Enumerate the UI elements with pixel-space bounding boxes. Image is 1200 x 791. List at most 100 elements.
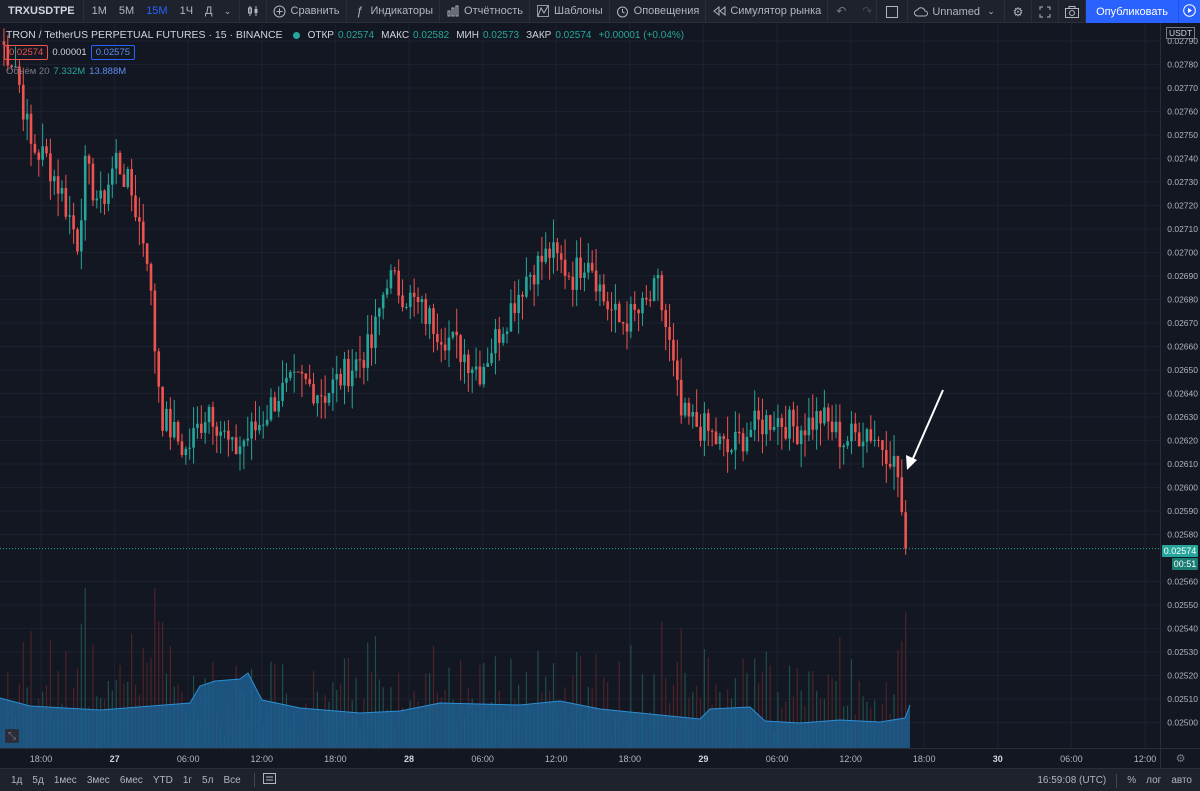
goto-date-button[interactable] bbox=[262, 773, 276, 787]
candle-body bbox=[497, 329, 501, 343]
candle-body bbox=[455, 331, 459, 336]
candle-body bbox=[358, 359, 362, 361]
redo-button[interactable]: ↷ bbox=[854, 0, 880, 23]
volume-bar bbox=[80, 623, 82, 748]
candle-body bbox=[788, 409, 791, 439]
legend-title[interactable]: TRON / TetherUS PERPETUAL FUTURES · 15 ·… bbox=[6, 29, 283, 41]
volume-bar bbox=[788, 665, 791, 748]
candle-body bbox=[83, 155, 87, 221]
buy-button[interactable]: 0.02575 bbox=[90, 45, 136, 60]
candle-body bbox=[795, 426, 799, 445]
function-icon: ƒ bbox=[356, 4, 363, 18]
alerts-button[interactable]: Оповещения bbox=[610, 0, 707, 23]
candle-body bbox=[99, 190, 102, 199]
candle-body bbox=[521, 294, 524, 297]
candle-body bbox=[676, 360, 679, 380]
timeframe-Д[interactable]: Д bbox=[205, 5, 213, 17]
annotation-arrow-shaft[interactable] bbox=[910, 389, 944, 464]
candle-body bbox=[60, 188, 64, 194]
volume-bar bbox=[579, 656, 582, 748]
candle-body bbox=[72, 215, 75, 230]
range-Все[interactable]: Все bbox=[223, 774, 241, 786]
collapse-pane-button[interactable]: ⤡ bbox=[5, 729, 19, 743]
fullscreen-icon bbox=[1038, 5, 1052, 19]
log-toggle[interactable]: лог bbox=[1146, 775, 1162, 786]
price-tick-label: 0.02530 bbox=[1167, 647, 1198, 657]
candle-body bbox=[687, 402, 691, 417]
price-scale: 0.02790 0.02780 0.02770 0.02760 0.02750 0.027… bbox=[1167, 36, 1198, 728]
sell-button[interactable]: 0.02574 bbox=[4, 45, 49, 60]
axis-settings-corner[interactable]: ⚙ bbox=[1160, 748, 1200, 768]
candle-body bbox=[339, 373, 342, 386]
timeframe-1М[interactable]: 1М bbox=[91, 5, 107, 17]
utc-clock[interactable]: 16:59:08 (UTC) bbox=[1037, 775, 1107, 786]
timeframe-5М[interactable]: 5М bbox=[118, 5, 135, 17]
range-YTD[interactable]: YTD bbox=[152, 774, 173, 786]
candle-body bbox=[861, 441, 865, 447]
volume-legend[interactable]: Объём 20 7.332M 13.888M bbox=[6, 66, 126, 77]
publish-button[interactable]: Опубликовать bbox=[1086, 0, 1178, 23]
undo-button[interactable]: ↶ bbox=[828, 0, 854, 23]
time-tick-label: 18:00 bbox=[619, 754, 642, 764]
play-button[interactable] bbox=[1178, 0, 1200, 23]
settings-button[interactable]: ⚙ bbox=[1005, 0, 1033, 23]
time-axis[interactable]: 18:00 27 06:00 12:00 18:00 28 06:00 12:00 18:00 2… bbox=[0, 748, 1160, 768]
symbol-search[interactable]: TRXUSDTPE bbox=[0, 0, 84, 23]
range-3мес[interactable]: 3мес bbox=[86, 774, 110, 786]
candle-body bbox=[401, 295, 404, 308]
chevron-down-icon[interactable]: ⌄ bbox=[223, 5, 232, 16]
currency-tag[interactable]: USDT bbox=[1166, 27, 1196, 39]
candle-body bbox=[230, 437, 234, 440]
price-axis[interactable]: 0.02790 0.02780 0.02770 0.02760 0.02750 0.027… bbox=[1160, 23, 1200, 748]
range-6мес[interactable]: 6мес bbox=[119, 774, 143, 786]
candle-body bbox=[18, 66, 21, 85]
candle-body bbox=[888, 463, 892, 467]
candle-body bbox=[265, 419, 269, 425]
candle-body bbox=[768, 415, 772, 430]
timeframe-15М[interactable]: 15М bbox=[146, 5, 168, 17]
volume-bar bbox=[618, 661, 620, 748]
time-tick-label: 18:00 bbox=[324, 754, 347, 764]
candle-body bbox=[145, 243, 149, 264]
chart-type-button[interactable] bbox=[240, 0, 267, 23]
candle-body bbox=[668, 326, 671, 340]
volume-bar bbox=[761, 671, 764, 748]
templates-button[interactable]: Шаблоны bbox=[530, 0, 610, 23]
auto-toggle[interactable]: авто bbox=[1171, 775, 1192, 786]
candle-body bbox=[714, 431, 718, 445]
reports-button[interactable]: Отчётность bbox=[440, 0, 530, 23]
range-1мес[interactable]: 1мес bbox=[53, 774, 77, 786]
timeframe-1Ч[interactable]: 1Ч bbox=[179, 5, 194, 17]
candle-body bbox=[277, 401, 281, 412]
range-5д[interactable]: 5д bbox=[32, 774, 44, 786]
annotation-arrow-head[interactable] bbox=[906, 455, 917, 470]
chart-pane[interactable] bbox=[0, 23, 1160, 748]
candle-body bbox=[169, 408, 172, 438]
range-1г[interactable]: 1г bbox=[182, 774, 193, 786]
candle-body bbox=[95, 198, 99, 201]
candle-body bbox=[273, 397, 277, 412]
layout-toggle-button[interactable] bbox=[876, 0, 909, 23]
candle-body bbox=[470, 369, 474, 373]
replay-button[interactable]: Симулятор рынка bbox=[706, 0, 829, 23]
candle-body bbox=[552, 242, 555, 258]
chevron-down-icon: ⌄ bbox=[987, 6, 995, 16]
templates-icon bbox=[536, 4, 550, 18]
alarm-clock-icon bbox=[616, 4, 630, 18]
range-1д[interactable]: 1д bbox=[11, 774, 23, 786]
fullscreen-button[interactable] bbox=[1032, 0, 1060, 23]
compare-button[interactable]: Сравнить bbox=[267, 0, 347, 23]
percent-toggle[interactable]: % bbox=[1127, 775, 1137, 786]
time-tick-label: 27 bbox=[110, 754, 120, 764]
candle-body bbox=[41, 146, 44, 160]
candle-body bbox=[540, 255, 544, 262]
candle-body bbox=[381, 294, 385, 309]
quote-row: 0.02574 0.00001 0.02575 bbox=[4, 45, 136, 60]
indicators-button[interactable]: ƒ Индикаторы bbox=[347, 0, 441, 23]
candle-body bbox=[598, 284, 602, 292]
range-5л[interactable]: 5л bbox=[202, 774, 214, 786]
layout-name-button[interactable]: Unnamed ⌄ bbox=[908, 0, 1006, 23]
candlestick-chart[interactable] bbox=[0, 23, 1160, 748]
candle-body bbox=[289, 372, 292, 378]
snapshot-button[interactable] bbox=[1059, 0, 1087, 23]
